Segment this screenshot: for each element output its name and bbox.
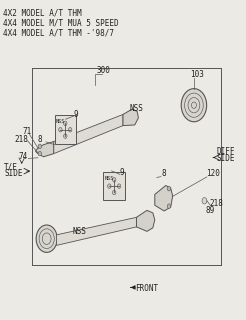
- Text: NSS: NSS: [72, 227, 86, 236]
- Circle shape: [112, 178, 116, 182]
- Text: SIDE: SIDE: [4, 169, 23, 178]
- Text: 300: 300: [97, 66, 110, 75]
- Circle shape: [63, 121, 67, 125]
- Text: SIDE: SIDE: [216, 154, 235, 163]
- Circle shape: [36, 225, 57, 252]
- Polygon shape: [35, 141, 54, 157]
- Text: 4X4 MODEL M/T MUA 5 SPEED: 4X4 MODEL M/T MUA 5 SPEED: [3, 19, 119, 28]
- Text: 103: 103: [190, 69, 204, 78]
- Text: 218: 218: [210, 199, 224, 208]
- Circle shape: [112, 190, 116, 195]
- Circle shape: [202, 197, 207, 204]
- Polygon shape: [137, 210, 155, 231]
- Text: 4X4 MODEL A/T THM -'98/7: 4X4 MODEL A/T THM -'98/7: [3, 28, 114, 37]
- Text: FRONT: FRONT: [135, 284, 158, 293]
- Text: 9: 9: [73, 110, 78, 119]
- Circle shape: [38, 151, 42, 156]
- Circle shape: [117, 184, 121, 188]
- Polygon shape: [57, 217, 137, 245]
- Text: 74: 74: [19, 152, 28, 161]
- Text: 120: 120: [206, 169, 219, 178]
- Text: 71: 71: [23, 127, 32, 136]
- Circle shape: [63, 134, 67, 138]
- Text: T/F: T/F: [4, 163, 18, 172]
- Circle shape: [167, 204, 171, 208]
- Text: NSS: NSS: [56, 119, 65, 124]
- Polygon shape: [123, 109, 138, 125]
- Circle shape: [68, 127, 72, 132]
- Text: 8: 8: [37, 134, 42, 144]
- Bar: [103, 172, 125, 200]
- Text: NSS: NSS: [105, 176, 114, 181]
- Polygon shape: [54, 115, 123, 154]
- Text: 218: 218: [15, 134, 29, 144]
- Circle shape: [38, 144, 42, 148]
- Circle shape: [167, 187, 171, 191]
- Circle shape: [181, 89, 207, 122]
- Polygon shape: [155, 186, 173, 211]
- Text: DIFF: DIFF: [216, 147, 235, 156]
- Text: 8: 8: [161, 169, 166, 178]
- Bar: [55, 116, 76, 144]
- Circle shape: [108, 184, 111, 188]
- Text: NSS: NSS: [130, 104, 144, 113]
- Text: 4X2 MODEL A/T THM: 4X2 MODEL A/T THM: [3, 9, 82, 18]
- Circle shape: [59, 127, 62, 132]
- Text: 89: 89: [206, 206, 215, 215]
- Text: 9: 9: [119, 168, 124, 177]
